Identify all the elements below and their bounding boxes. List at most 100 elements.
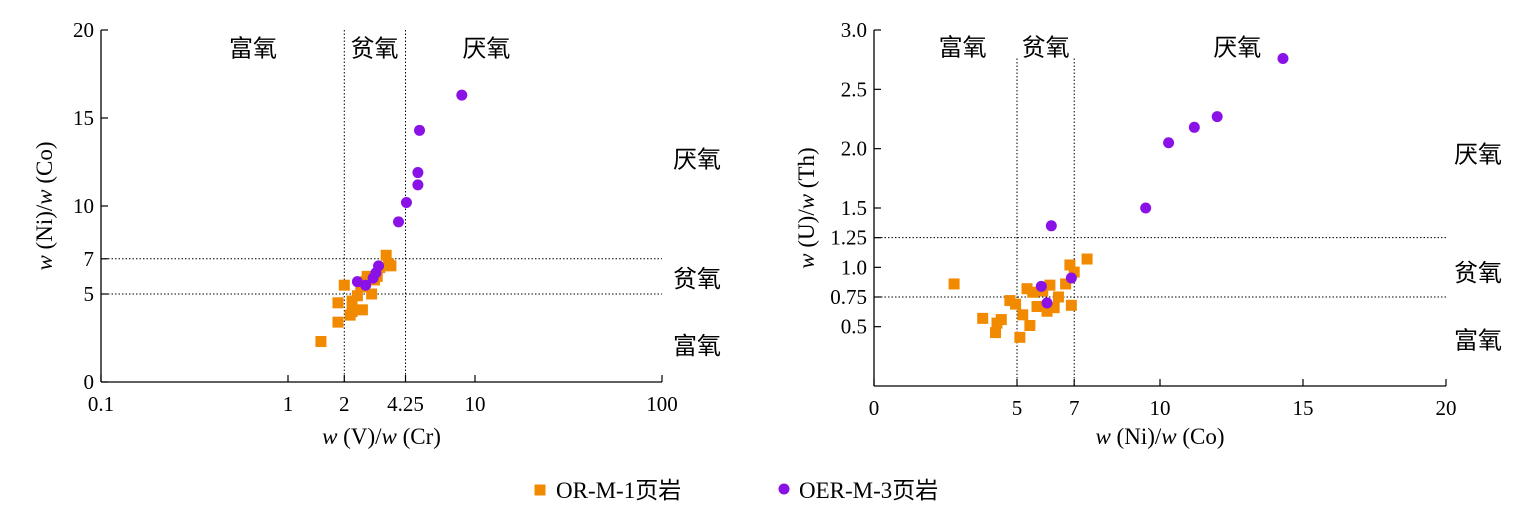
data-point-square — [332, 297, 344, 309]
data-point-square — [1048, 302, 1060, 314]
y-tick-label: 10 — [73, 194, 94, 218]
data-point-square — [1024, 319, 1036, 331]
x-tick-label: 7 — [1069, 396, 1080, 420]
data-point-square — [1031, 300, 1043, 312]
data-point-square — [1041, 305, 1053, 317]
data-point-square — [1081, 253, 1093, 265]
chart-panel-2: 0 5 7 10 15 20 0.5 0.75 1.0 1.25 1.5 2.0 2.5 3.0 w (Ni… — [794, 18, 1502, 449]
y-tick-label: 5 — [84, 282, 95, 306]
axis-title-part: (Ni)/ — [1111, 424, 1162, 449]
zone-label-right: 贫氧 — [673, 265, 721, 293]
x-tick-label: 15 — [1293, 396, 1314, 420]
data-point-circle — [1211, 111, 1223, 123]
axis-title-part: w — [794, 193, 819, 209]
x-tick-label: 4.25 — [387, 392, 424, 416]
data-point-square — [351, 290, 363, 302]
data-point-square — [1068, 266, 1080, 278]
axis-title-part: w — [1161, 424, 1177, 449]
zone-label-right: 富氧 — [1454, 327, 1502, 355]
data-point-square — [338, 279, 350, 291]
series-oer-m-3 — [351, 89, 468, 291]
x-tick-label: 5 — [1012, 396, 1023, 420]
data-point-circle — [1065, 272, 1077, 284]
y-tick-label: 15 — [73, 106, 94, 130]
data-point-circle — [414, 124, 426, 136]
y-axis-title: w (Ni)/w (Co) — [32, 141, 57, 270]
data-point-square — [990, 327, 1002, 339]
zone-label-top: 富氧 — [939, 34, 987, 62]
data-point-square — [1010, 298, 1022, 310]
data-point-circle — [1163, 137, 1175, 149]
axis-title-part: w — [32, 255, 57, 271]
data-point-square — [315, 336, 327, 348]
y-tick-label: 20 — [73, 18, 94, 42]
x-tick-label: 1 — [283, 392, 294, 416]
data-point-square — [977, 312, 989, 324]
data-point-square — [1052, 291, 1064, 303]
data-point-square — [1021, 283, 1033, 295]
data-point-circle — [412, 179, 424, 191]
legend-label: OER-M-3页岩 — [799, 478, 938, 503]
data-point-square — [332, 316, 344, 328]
data-point-square — [1060, 278, 1072, 290]
zone-label-top: 厌氧 — [462, 35, 510, 63]
x-tick-label: 10 — [1150, 396, 1171, 420]
data-point-circle — [1277, 52, 1289, 64]
axis-title-part: (Th) — [794, 147, 819, 194]
x-tick-label: 0.1 — [88, 392, 114, 416]
data-point-circle — [393, 216, 405, 228]
x-tick-label: 20 — [1436, 396, 1457, 420]
data-point-square — [1017, 309, 1029, 321]
legend: OR-M-1页岩 OER-M-3页岩 — [534, 478, 938, 503]
data-point-square — [380, 249, 392, 261]
data-point-circle — [1041, 297, 1053, 309]
axis-title-part: w — [1095, 424, 1111, 449]
data-point-circle — [373, 260, 385, 272]
axis-title-part: (U)/ — [794, 209, 819, 254]
zone-label-top: 贫氧 — [350, 35, 398, 63]
y-tick-label: 0 — [84, 370, 95, 394]
data-point-square — [1065, 299, 1077, 311]
y-tick-label: 0.5 — [841, 315, 867, 339]
axis-title-part: (V)/ — [337, 424, 382, 449]
y-axis-title: w (U)/w (Th) — [794, 147, 819, 268]
axis-title-part: w — [322, 424, 338, 449]
axis-title-part: (Cr) — [397, 424, 441, 449]
x-axis-title: w (Ni)/w (Co) — [1095, 424, 1224, 449]
y-tick-label: 1.5 — [841, 196, 867, 220]
data-point-circle — [351, 276, 363, 288]
axis-title-part: w — [382, 424, 398, 449]
data-point-circle — [1140, 202, 1152, 214]
data-point-circle — [1045, 220, 1057, 232]
axis-title-part: (Co) — [1177, 424, 1225, 449]
data-point-square — [1064, 259, 1076, 271]
zone-label-right: 贫氧 — [1454, 259, 1502, 287]
data-point-circle — [1188, 121, 1200, 133]
data-point-square — [995, 314, 1007, 326]
series-oer-m-3 — [1035, 52, 1289, 309]
y-tick-label: 7 — [84, 247, 95, 271]
zone-label-top: 厌氧 — [1213, 34, 1261, 62]
data-point-circle — [412, 167, 424, 179]
x-axis-title: w (V)/w (Cr) — [322, 424, 441, 449]
axis-title-part: w — [794, 253, 819, 269]
y-tick-label: 2.0 — [841, 137, 867, 161]
legend-label: OR-M-1页岩 — [556, 478, 681, 503]
data-point-square — [1014, 331, 1026, 343]
data-point-square — [356, 304, 368, 316]
data-point-square — [385, 260, 397, 272]
x-tick-label: 100 — [646, 392, 678, 416]
y-tick-label: 1.0 — [841, 255, 867, 279]
data-point-square — [1044, 279, 1056, 291]
y-tick-label: 3.0 — [841, 18, 867, 42]
axis-title-part: w — [32, 189, 57, 205]
data-point-circle — [1035, 280, 1047, 292]
axis-title-part: (Ni)/ — [32, 204, 57, 255]
data-point-square — [948, 278, 960, 290]
data-point-square — [361, 270, 373, 282]
zone-label-right: 富氧 — [673, 332, 721, 360]
data-point-square — [346, 306, 358, 318]
data-point-square — [366, 288, 378, 300]
data-point-square — [1027, 286, 1039, 298]
